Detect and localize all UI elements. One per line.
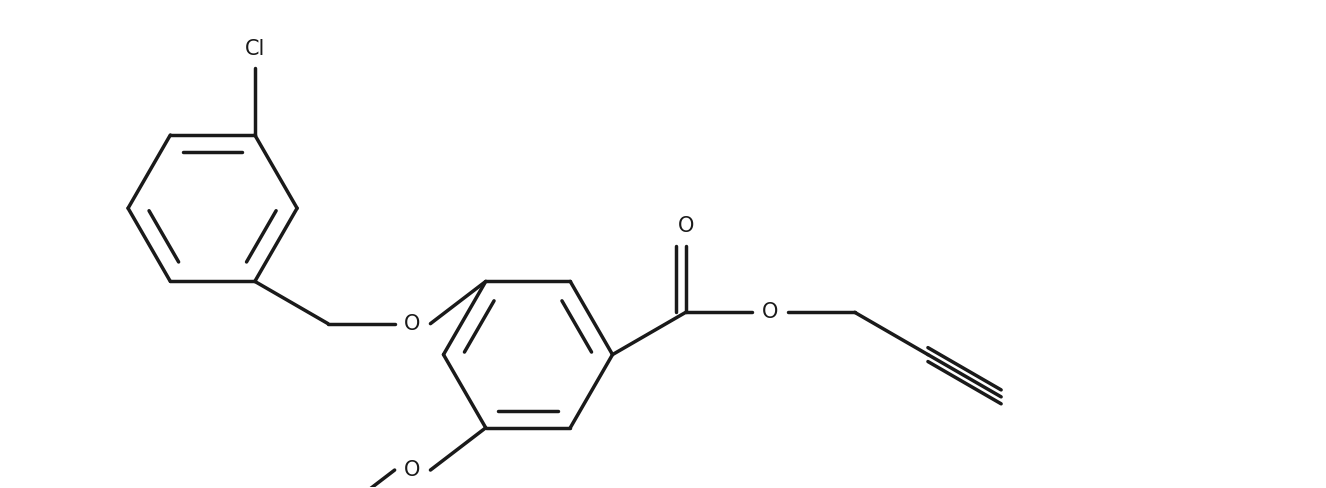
Text: O: O [404, 460, 420, 480]
Text: Cl: Cl [245, 39, 265, 59]
Text: O: O [404, 314, 420, 334]
Text: O: O [762, 303, 778, 323]
Text: O: O [678, 216, 693, 236]
